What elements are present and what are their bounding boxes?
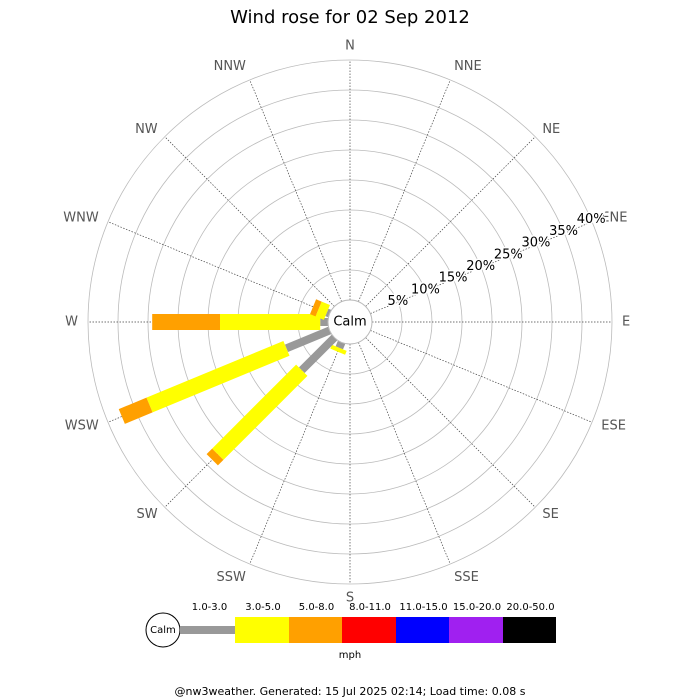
legend-swatch: [235, 617, 289, 643]
bar-segment: [309, 299, 322, 317]
footer: @nw3weather. Generated: 15 Jul 2025 02:1…: [175, 685, 526, 698]
ring-label: 5%: [388, 294, 409, 309]
bar-segment: [152, 314, 220, 330]
calm-label: Calm: [333, 315, 366, 330]
bar-segment: [146, 340, 290, 413]
chart-title: Wind rose for 02 Sep 2012: [230, 7, 470, 28]
legend-swatch: [289, 617, 342, 643]
legend-swatch: [342, 617, 396, 643]
legend-label: 3.0-5.0: [245, 602, 280, 613]
bar-segment: [315, 301, 330, 320]
spoke: [107, 221, 330, 314]
direction-label: NNW: [214, 59, 246, 74]
calm-circle: [327, 299, 373, 345]
spoke: [249, 79, 342, 302]
spoke: [249, 342, 342, 565]
spoke: [365, 337, 536, 508]
bar-segment: [325, 308, 332, 318]
ring-label: 20%: [466, 259, 495, 274]
ring: [87, 59, 613, 585]
bar-segment: [206, 448, 224, 466]
spoke: [358, 342, 451, 565]
legend-swatch: [396, 617, 449, 643]
direction-label: NNE: [454, 59, 482, 74]
direction-label: E: [622, 315, 630, 330]
direction-label: N: [345, 39, 355, 54]
spoke: [370, 221, 593, 314]
ring-label: 35%: [549, 224, 578, 239]
spoke: [365, 136, 536, 307]
direction-label: S: [346, 591, 354, 606]
ring-label: 30%: [521, 236, 550, 251]
legend-label: 15.0-20.0: [453, 602, 501, 613]
legend-swatch: [449, 617, 503, 643]
bar-segment: [220, 314, 321, 330]
legend-calm-label: Calm: [150, 625, 176, 636]
ring-label: 15%: [439, 271, 468, 286]
direction-label: WNW: [63, 210, 99, 225]
legend-label: 1.0-3.0: [192, 602, 227, 613]
legend-label: 5.0-8.0: [299, 602, 334, 613]
bar-segment: [212, 364, 308, 460]
direction-label: WSW: [65, 419, 99, 434]
direction-label: SSE: [454, 570, 479, 585]
bar-segment: [118, 397, 153, 424]
legend-swatch: [503, 617, 556, 643]
bar-segment: [330, 344, 347, 355]
direction-label: SE: [542, 507, 558, 522]
spoke: [164, 136, 335, 307]
ring-label: 25%: [494, 247, 523, 262]
bar-segment: [298, 334, 338, 374]
legend-label: 8.0-11.0: [349, 602, 391, 613]
direction-label: SW: [137, 507, 158, 522]
direction-label: ESE: [601, 419, 626, 434]
bar-segment: [284, 326, 332, 353]
direction-label: NW: [135, 122, 158, 137]
bar-segment: [320, 318, 329, 326]
legend-label: 11.0-15.0: [399, 602, 447, 613]
legend-label: 20.0-50.0: [506, 602, 554, 613]
direction-label: ENE: [601, 210, 627, 225]
legend-unit: mph: [339, 650, 361, 661]
direction-label: SSW: [217, 570, 247, 585]
legend-swatch: [180, 626, 235, 634]
ring-label: 10%: [411, 282, 440, 297]
spoke: [358, 79, 451, 302]
ring-label: 40%: [577, 212, 606, 227]
direction-label: NE: [542, 122, 560, 137]
direction-label: W: [65, 315, 78, 330]
spoke: [370, 330, 593, 423]
